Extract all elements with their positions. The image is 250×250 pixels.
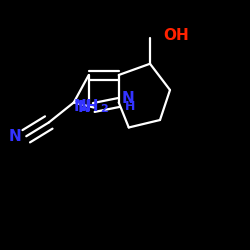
Text: OH: OH <box>164 28 190 42</box>
Text: NH: NH <box>74 99 99 114</box>
Text: N: N <box>77 100 90 115</box>
Text: 2: 2 <box>100 104 108 114</box>
Text: H: H <box>125 100 136 113</box>
Text: N: N <box>9 129 22 144</box>
Text: N: N <box>121 91 134 106</box>
